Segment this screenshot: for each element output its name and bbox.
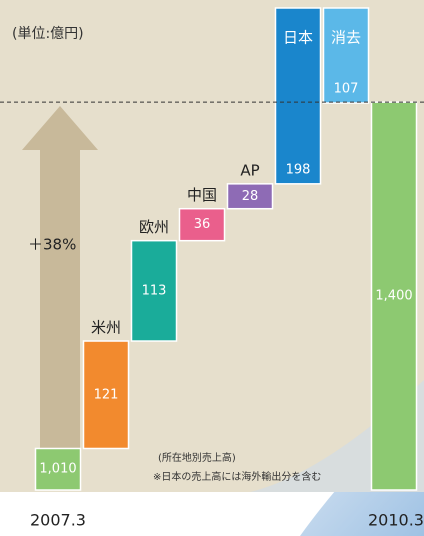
bar — [370, 101, 418, 491]
value-label: 198 — [286, 162, 311, 177]
category-label: 日本 — [283, 28, 313, 46]
x-tick-label: 2007.3 — [30, 511, 86, 530]
value-label: 121 — [94, 387, 119, 402]
value-label: 1,400 — [375, 289, 412, 304]
bar — [82, 340, 130, 450]
category-label: AP — [240, 161, 259, 179]
category-label: 欧州 — [139, 218, 169, 236]
bar — [130, 239, 178, 342]
growth-arrow — [22, 106, 98, 490]
category-label: 中国 — [187, 186, 217, 204]
value-label: 107 — [334, 82, 359, 97]
growth-annotation: ＋38% — [28, 236, 76, 254]
note: ※日本の売上高には海外輸出分を含む — [153, 470, 321, 483]
value-label: 1,010 — [39, 462, 76, 477]
note: (所在地別売上高) — [158, 451, 236, 464]
bar — [226, 183, 274, 210]
unit-label: (単位:億円) — [12, 26, 84, 42]
bar — [178, 207, 226, 242]
bar — [34, 447, 82, 491]
category-label: 米州 — [91, 319, 121, 337]
value-label: 36 — [194, 217, 211, 232]
value-label: 28 — [242, 189, 259, 204]
bar — [322, 7, 370, 104]
category-label: 消去 — [331, 28, 361, 46]
value-label: 113 — [142, 283, 167, 298]
x-tick-label: 2010.3 — [368, 511, 424, 530]
bar — [274, 7, 322, 185]
